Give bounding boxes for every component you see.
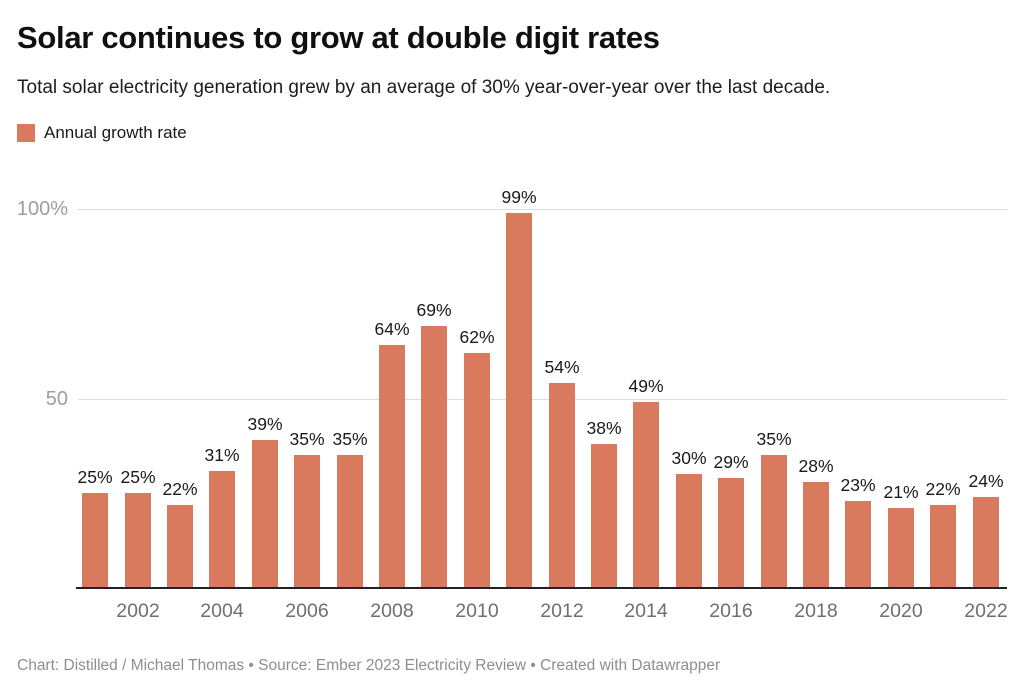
x-axis-tick-label-2016: 2016 bbox=[709, 600, 753, 622]
y-axis-tick-label: 100% bbox=[16, 198, 68, 220]
gridline-y-50 bbox=[78, 399, 1007, 400]
gridline-y-100 bbox=[78, 209, 1007, 210]
bar-2004 bbox=[209, 471, 235, 588]
bar-2019 bbox=[845, 501, 871, 588]
bar-value-label-2008: 64% bbox=[374, 319, 410, 339]
x-axis-tick-label-2002: 2002 bbox=[116, 600, 160, 622]
bar-value-label-2011: 99% bbox=[501, 187, 537, 207]
bar-value-label-2003: 22% bbox=[162, 479, 198, 499]
bar-2003 bbox=[167, 505, 193, 588]
bar-value-label-2013: 38% bbox=[586, 418, 622, 438]
attribution-footer: Chart: Distilled / Michael Thomas • Sour… bbox=[17, 657, 721, 674]
bar-2007 bbox=[337, 455, 363, 588]
bar-2018 bbox=[803, 482, 829, 588]
legend-label: Annual growth rate bbox=[44, 123, 187, 142]
bar-value-label-2021: 22% bbox=[925, 479, 961, 499]
legend-swatch-icon bbox=[17, 124, 35, 142]
bar-value-label-2012: 54% bbox=[544, 357, 580, 377]
bar-value-label-2009: 69% bbox=[416, 300, 452, 320]
bar-value-label-2006: 35% bbox=[289, 429, 325, 449]
x-axis-tick-label-2018: 2018 bbox=[794, 600, 838, 622]
y-axis-tick-label: 50 bbox=[45, 388, 68, 410]
bar-2010 bbox=[464, 353, 490, 588]
x-axis-tick-label-2020: 2020 bbox=[879, 600, 923, 622]
bar-value-label-2015: 30% bbox=[671, 448, 707, 468]
chart-title: Solar continues to grow at double digit … bbox=[17, 20, 660, 55]
bar-2021 bbox=[930, 505, 956, 588]
bar-value-label-2001: 25% bbox=[77, 467, 113, 487]
bar-2009 bbox=[421, 326, 447, 588]
bar-value-label-2005: 39% bbox=[247, 414, 283, 434]
bar-value-label-2017: 35% bbox=[756, 429, 792, 449]
bar-value-label-2007: 35% bbox=[332, 429, 368, 449]
bar-value-label-2014: 49% bbox=[628, 376, 664, 396]
x-axis-tick-label-2010: 2010 bbox=[455, 600, 499, 622]
bar-2022 bbox=[973, 497, 999, 588]
legend: Annual growth rate bbox=[17, 123, 187, 143]
bar-value-label-2016: 29% bbox=[713, 452, 749, 472]
x-axis-tick-label-2022: 2022 bbox=[964, 600, 1008, 622]
bar-2013 bbox=[591, 444, 617, 588]
x-axis-tick-label-2006: 2006 bbox=[285, 600, 329, 622]
x-axis-tick-label-2012: 2012 bbox=[540, 600, 584, 622]
bar-2017 bbox=[761, 455, 787, 588]
bar-value-label-2002: 25% bbox=[120, 467, 156, 487]
bar-2001 bbox=[82, 493, 108, 588]
bar-2016 bbox=[718, 478, 744, 588]
bar-2012 bbox=[549, 383, 575, 588]
bar-2014 bbox=[633, 402, 659, 588]
bar-value-label-2019: 23% bbox=[840, 475, 876, 495]
bar-2015 bbox=[676, 474, 702, 588]
bar-2008 bbox=[379, 345, 405, 588]
bar-2006 bbox=[294, 455, 320, 588]
bar-value-label-2018: 28% bbox=[798, 456, 834, 476]
bar-value-label-2004: 31% bbox=[204, 445, 240, 465]
bar-2005 bbox=[252, 440, 278, 588]
bar-value-label-2022: 24% bbox=[968, 471, 1004, 491]
chart-subtitle: Total solar electricity generation grew … bbox=[17, 77, 831, 98]
x-axis-tick-label-2004: 2004 bbox=[200, 600, 244, 622]
x-axis-line bbox=[76, 587, 1007, 589]
bar-2011 bbox=[506, 213, 532, 588]
x-axis-tick-label-2008: 2008 bbox=[370, 600, 414, 622]
bar-2020 bbox=[888, 508, 914, 588]
bar-value-label-2020: 21% bbox=[883, 482, 919, 502]
bar-value-label-2010: 62% bbox=[459, 327, 495, 347]
x-axis-tick-label-2014: 2014 bbox=[624, 600, 668, 622]
bar-2002 bbox=[125, 493, 151, 588]
